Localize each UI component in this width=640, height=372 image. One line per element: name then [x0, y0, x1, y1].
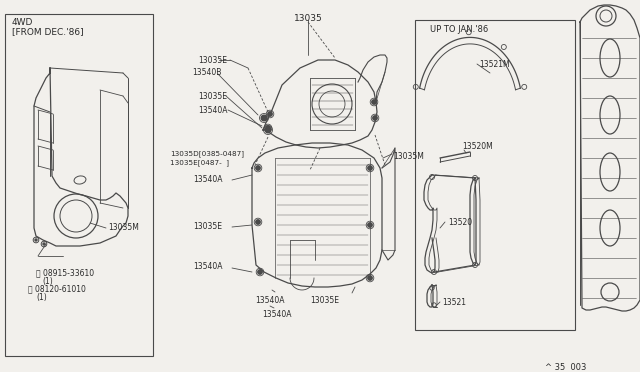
Circle shape	[265, 127, 271, 133]
Text: Ⓦ 08915-33610: Ⓦ 08915-33610	[36, 268, 94, 277]
Text: UP TO JAN.'86: UP TO JAN.'86	[430, 25, 488, 34]
Text: 13035D[0385-0487]: 13035D[0385-0487]	[170, 150, 244, 157]
Circle shape	[256, 166, 260, 170]
Text: Ⓑ 08120-61010: Ⓑ 08120-61010	[28, 284, 86, 293]
Text: (1): (1)	[42, 277, 52, 286]
Text: 13035E: 13035E	[198, 92, 227, 101]
Text: 13520: 13520	[448, 218, 472, 227]
Circle shape	[256, 220, 260, 224]
Text: 13540B: 13540B	[192, 68, 221, 77]
Circle shape	[372, 116, 377, 120]
Text: 13035E: 13035E	[198, 56, 227, 65]
Text: 13540A: 13540A	[262, 310, 291, 319]
Circle shape	[368, 223, 372, 227]
Text: 13521: 13521	[442, 298, 466, 307]
Circle shape	[258, 270, 262, 274]
Text: 13035E[0487-  ]: 13035E[0487- ]	[170, 159, 229, 166]
Text: 13540A: 13540A	[193, 175, 223, 184]
Text: 13035: 13035	[294, 14, 323, 23]
Text: ^ 35  003: ^ 35 003	[545, 363, 586, 372]
Circle shape	[35, 239, 37, 241]
Text: 13035M: 13035M	[393, 152, 424, 161]
Text: 13035E: 13035E	[193, 222, 222, 231]
Text: 13035M: 13035M	[108, 223, 139, 232]
Text: 13540A: 13540A	[255, 296, 285, 305]
Circle shape	[372, 100, 376, 104]
Circle shape	[268, 112, 272, 116]
Text: [FROM DEC.'86]: [FROM DEC.'86]	[12, 27, 84, 36]
Text: 13520M: 13520M	[462, 142, 493, 151]
Circle shape	[261, 115, 267, 121]
Text: 13521M: 13521M	[479, 60, 509, 69]
Bar	[415, 20, 575, 330]
Circle shape	[368, 276, 372, 280]
Text: 4WD: 4WD	[12, 18, 33, 27]
Circle shape	[368, 166, 372, 170]
Text: 13035E: 13035E	[310, 296, 339, 305]
Circle shape	[596, 6, 616, 26]
Text: (1): (1)	[36, 293, 47, 302]
Circle shape	[601, 283, 619, 301]
Circle shape	[43, 243, 45, 245]
Text: 13540A: 13540A	[193, 262, 223, 271]
Circle shape	[266, 126, 270, 130]
Bar	[5, 14, 153, 356]
Text: 13540A: 13540A	[198, 106, 227, 115]
